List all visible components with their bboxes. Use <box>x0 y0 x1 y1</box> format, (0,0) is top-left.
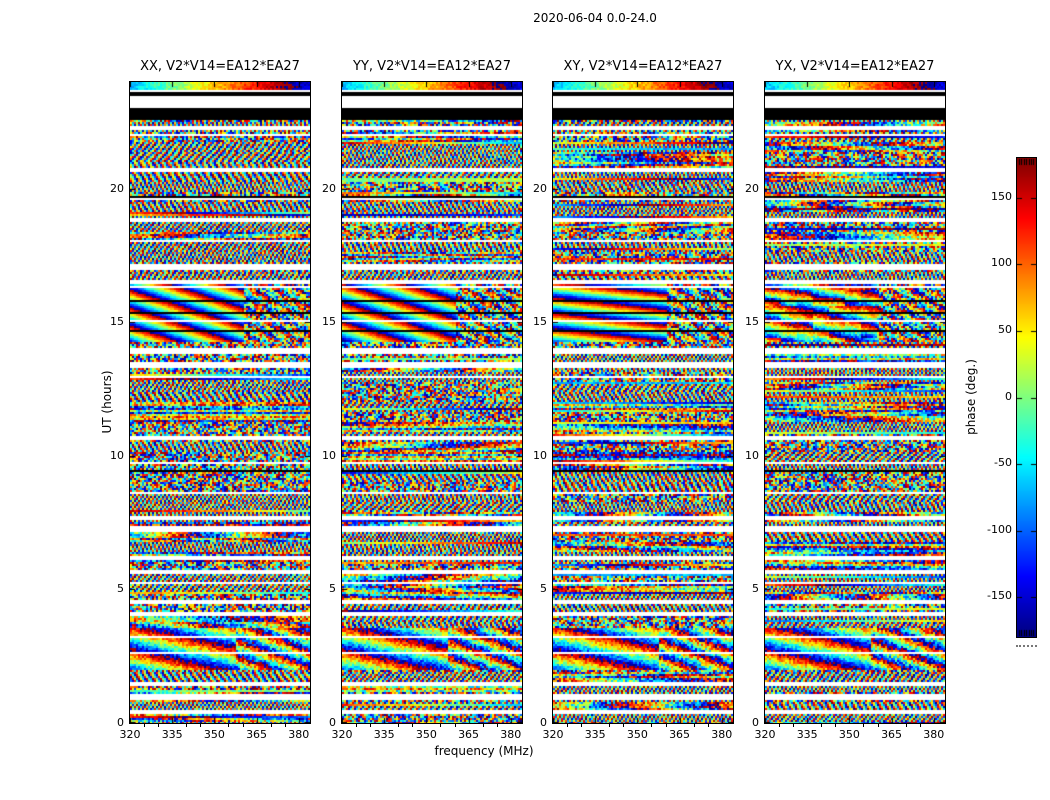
y-tick-label: 0 <box>540 716 547 729</box>
panel-title-yy: YY, V2*V14=EA12*EA27 <box>353 59 511 74</box>
colorbar-tick-label: -50 <box>994 456 1012 470</box>
x-tick-label: 335 <box>796 728 818 741</box>
y-tick-label: 20 <box>533 181 547 195</box>
x-minor-tick <box>496 724 498 727</box>
colorbar-tick-label: 50 <box>998 322 1012 336</box>
y-tick-label: 10 <box>533 448 547 462</box>
figure-title: 2020-06-04 0.0-24.0 <box>533 11 657 25</box>
x-axis-label: frequency (MHz) <box>434 744 534 758</box>
x-minor-tick <box>144 724 146 727</box>
x-minor-tick <box>623 724 625 727</box>
x-minor-tick <box>919 724 921 727</box>
x-tick-label: 350 <box>415 728 437 741</box>
y-tick-label: 15 <box>745 315 759 329</box>
x-tick-label: 365 <box>246 728 268 741</box>
y-tick-label: 15 <box>533 315 547 329</box>
x-minor-tick <box>877 724 879 727</box>
x-tick-label: 335 <box>584 728 606 741</box>
x-minor-tick <box>200 724 202 727</box>
x-minor-tick <box>779 724 781 727</box>
x-tick-label: 320 <box>119 728 141 741</box>
heatmap-panel-yx <box>764 81 946 724</box>
x-tick-label: 350 <box>838 728 860 741</box>
x-minor-tick <box>356 724 358 727</box>
y-tick-label: 20 <box>322 181 336 195</box>
x-minor-tick <box>284 724 286 727</box>
x-tick-label: 350 <box>203 728 225 741</box>
x-minor-tick <box>270 724 272 727</box>
y-axis-label: UT (hours) <box>100 370 114 434</box>
y-tick-label: 15 <box>110 315 124 329</box>
y-tick-label: 10 <box>745 448 759 462</box>
y-tick-label: 5 <box>329 582 336 596</box>
x-minor-tick <box>567 724 569 727</box>
y-tick-label: 5 <box>117 582 124 596</box>
x-minor-tick <box>482 724 484 727</box>
x-tick-label: 320 <box>542 728 564 741</box>
y-tick-label: 0 <box>117 716 124 729</box>
panel-title-xy: XY, V2*V14=EA12*EA27 <box>563 59 723 74</box>
x-minor-tick <box>370 724 372 727</box>
x-minor-tick <box>905 724 907 727</box>
x-minor-tick <box>158 724 160 727</box>
x-minor-tick <box>835 724 837 727</box>
x-tick-label: 365 <box>881 728 903 741</box>
x-tick-label: 365 <box>458 728 480 741</box>
y-tick-label: 5 <box>752 582 759 596</box>
x-minor-tick <box>454 724 456 727</box>
x-minor-tick <box>651 724 653 727</box>
x-minor-tick <box>821 724 823 727</box>
panel-title-yx: YX, V2*V14=EA12*EA27 <box>775 59 935 74</box>
x-minor-tick <box>398 724 400 727</box>
colorbar-tick-label: -100 <box>987 522 1012 536</box>
colorbar-tick-label: -150 <box>987 589 1012 603</box>
x-tick-label: 365 <box>669 728 691 741</box>
x-tick-label: 380 <box>923 728 945 741</box>
x-minor-tick <box>581 724 583 727</box>
x-minor-tick <box>693 724 695 727</box>
x-minor-tick <box>793 724 795 727</box>
y-tick-label: 10 <box>322 448 336 462</box>
x-tick-label: 320 <box>331 728 353 741</box>
heatmap-panel-yy <box>341 81 523 724</box>
x-tick-label: 380 <box>288 728 310 741</box>
y-tick-label: 20 <box>745 181 759 195</box>
x-minor-tick <box>412 724 414 727</box>
y-tick-label: 15 <box>322 315 336 329</box>
y-tick-label: 5 <box>540 582 547 596</box>
x-tick-label: 380 <box>711 728 733 741</box>
panel-title-xx: XX, V2*V14=EA12*EA27 <box>140 59 300 74</box>
y-tick-label: 10 <box>110 448 124 462</box>
colorbar-tick-label: 150 <box>991 189 1012 203</box>
x-tick-label: 320 <box>754 728 776 741</box>
colorbar-tick-label: 0 <box>1005 389 1012 403</box>
x-tick-label: 335 <box>373 728 395 741</box>
x-minor-tick <box>609 724 611 727</box>
colorbar-tick-label: 100 <box>991 256 1012 270</box>
x-tick-label: 335 <box>161 728 183 741</box>
x-tick-label: 350 <box>626 728 648 741</box>
x-minor-tick <box>707 724 709 727</box>
y-tick-label: 0 <box>752 716 759 729</box>
x-minor-tick <box>228 724 230 727</box>
y-tick-label: 20 <box>110 181 124 195</box>
x-minor-tick <box>186 724 188 727</box>
x-minor-tick <box>665 724 667 727</box>
x-tick-label: 380 <box>500 728 522 741</box>
y-tick-label: 0 <box>329 716 336 729</box>
heatmap-panel-xx <box>129 81 311 724</box>
x-minor-tick <box>242 724 244 727</box>
colorbar <box>1016 157 1037 638</box>
colorbar-extend-dots <box>1016 645 1037 647</box>
x-minor-tick <box>440 724 442 727</box>
x-minor-tick <box>863 724 865 727</box>
heatmap-panel-xy <box>552 81 734 724</box>
